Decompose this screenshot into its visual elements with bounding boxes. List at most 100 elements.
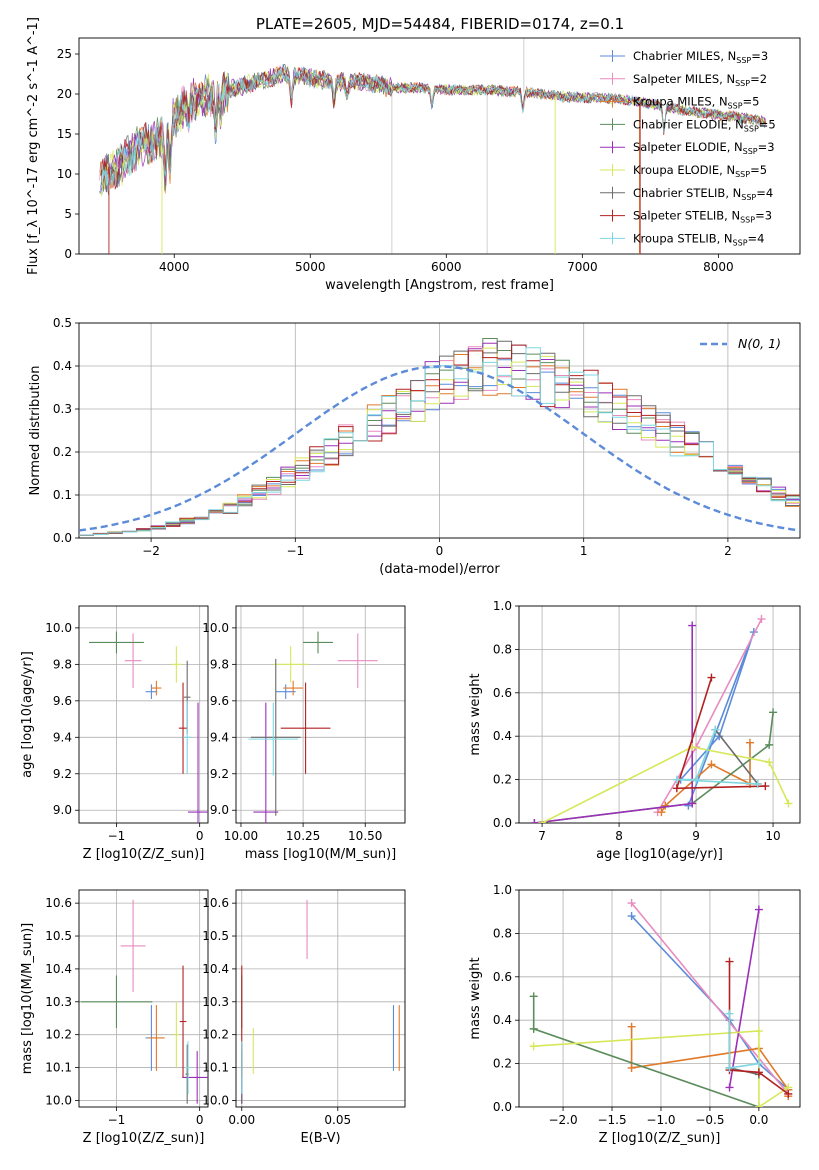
- x-tick-label: −0.5: [695, 1113, 724, 1127]
- legend-label: Chabrier MILES, NSSP=3: [633, 49, 768, 65]
- y-axis-label: Normed distribution: [28, 366, 43, 496]
- y-tick-label: 10.0: [202, 1093, 229, 1107]
- x-tick-label: 8: [615, 829, 623, 843]
- axes-frame: [518, 889, 801, 1108]
- y-tick-label: 9.0: [210, 803, 229, 817]
- errorbar-point: [188, 702, 208, 823]
- legend-nssp: 3: [767, 140, 774, 154]
- y-tick-label: 0.8: [493, 926, 512, 940]
- axes-frame: [78, 889, 209, 1108]
- errorbar-point: [178, 682, 188, 774]
- weight-vs-age-panel: 7 8 9 10 0.0 0.2 0.4 0.6 0.8 1.0 age [log10(age/yr…: [468, 599, 801, 862]
- weight-series: [530, 615, 793, 823]
- legend-label: Salpeter MILES, NSSP=2: [633, 72, 767, 88]
- x-tick-label: 10: [765, 829, 780, 843]
- weight-marker: [725, 957, 734, 966]
- errorbars: [88, 631, 208, 823]
- legend-label: Kroupa STELIB, NSSP=4: [633, 231, 765, 247]
- y-tick-label: 10.1: [202, 1061, 229, 1075]
- errorbar-point: [124, 633, 142, 689]
- errorbar-point: [253, 702, 279, 823]
- y-tick-label: 25: [57, 47, 72, 61]
- y-tick-label: 0.0: [493, 816, 512, 830]
- weight-marker: [529, 1024, 538, 1033]
- errorbar-point: [248, 702, 299, 776]
- weight-marker: [725, 1063, 734, 1072]
- legend-label: Salpeter ELODIE, NSSP=3: [633, 140, 775, 156]
- weight-marker: [688, 621, 697, 630]
- errorbar-point: [179, 965, 187, 1078]
- x-tick-label: −1: [108, 829, 126, 843]
- errorbar-point: [303, 631, 333, 654]
- errorbar-point: [280, 682, 331, 774]
- x-axis-label: Z [log10(Z/Z_sun)]: [83, 1131, 205, 1146]
- legend-equals: =: [758, 140, 768, 154]
- y-tick-label: 0.0: [53, 531, 72, 545]
- y-tick-label: 10.0: [45, 1093, 72, 1107]
- x-tick-label: 7000: [567, 260, 598, 274]
- spectrum-lines: [99, 38, 767, 254]
- weight-marker: [529, 1042, 538, 1051]
- weight-marker: [529, 992, 538, 1001]
- weight-marker: [725, 1083, 734, 1092]
- y-tick-label: 9.4: [53, 730, 72, 744]
- weight-marker: [725, 1009, 734, 1018]
- weight-line: [541, 746, 790, 823]
- weight-marker: [754, 905, 763, 914]
- legend-nssp: 3: [761, 49, 768, 63]
- y-tick-label: 20: [57, 87, 72, 101]
- errorbar-point: [337, 633, 378, 689]
- weight-marker: [753, 779, 762, 788]
- y-tick-label: 0.8: [493, 642, 512, 656]
- legend-subscript: SSP: [733, 238, 748, 247]
- legend-label-text: Chabrier MILES, N: [633, 49, 736, 63]
- y-axis-label: age [log10(age/yr)]: [20, 651, 35, 778]
- y-tick-label: 0.4: [493, 729, 512, 743]
- x-tick-label: 8000: [703, 260, 734, 274]
- spectrum-line: [101, 66, 767, 191]
- weight-marker: [692, 775, 701, 784]
- weight-marker: [754, 1068, 763, 1077]
- legend-subscript: SSP: [740, 216, 755, 225]
- age-vs-metallicity-panel: −1 0 9.0 9.2 9.4 9.6 9.8 10.0 Z [log10(Z/Z_sun)]…: [20, 605, 209, 862]
- x-tick-label: 10.50: [348, 829, 382, 843]
- legend-label-text: Salpeter MILES, N: [633, 72, 735, 86]
- x-tick-label: −2: [142, 544, 160, 558]
- y-tick-label: 9.2: [210, 767, 229, 781]
- x-tick-label: 2: [724, 544, 732, 558]
- histograms: [79, 338, 800, 536]
- x-tick-label: −1.0: [646, 1113, 675, 1127]
- y-tick-label: 10.4: [202, 962, 229, 976]
- legend-label-text: Kroupa ELODIE, N: [633, 163, 735, 177]
- weight-marker: [784, 1089, 793, 1098]
- y-tick-label: 10: [57, 167, 72, 181]
- weight-line: [630, 902, 789, 1095]
- legend-label: Kroupa ELODIE, NSSP=5: [633, 163, 767, 179]
- weight-marker: [672, 784, 681, 793]
- legend-subscript: SSP: [735, 79, 750, 88]
- y-tick-label: 10.3: [202, 995, 229, 1009]
- x-tick-label: 1: [580, 544, 588, 558]
- errorbar-point: [80, 975, 153, 1029]
- y-axis-label: Flux [f_λ 10^-17 erg cm^-2 s^-1 A^-1]: [26, 17, 41, 275]
- normal-reference-curve: [79, 365, 800, 532]
- y-tick-label: 0.4: [53, 359, 72, 373]
- age-vs-mass-panel: 10.00 10.25 10.50 9.0 9.2 9.4 9.6 9.8 10.0 mass […: [202, 605, 406, 862]
- y-tick-label: 10.1: [45, 1061, 72, 1075]
- x-tick-label: 0.05: [324, 1113, 351, 1127]
- x-axis-label: age [log10(age/yr)]: [596, 847, 723, 862]
- x-tick-label: 0.00: [228, 1113, 255, 1127]
- legend-nssp: 3: [765, 209, 772, 223]
- x-tick-label: −1: [108, 1113, 126, 1127]
- weight-marker: [657, 808, 666, 817]
- x-tick-label: 0: [436, 544, 444, 558]
- x-tick-label: 4000: [159, 260, 190, 274]
- legend-equals: =: [755, 209, 765, 223]
- weight-line: [680, 631, 755, 806]
- weight-marker: [688, 799, 697, 808]
- legend-label-text: Chabrier ELODIE, N: [633, 117, 744, 131]
- weight-marker: [627, 912, 636, 921]
- errorbars: [241, 899, 400, 1104]
- errorbar-point: [185, 1041, 191, 1094]
- legend-subscript: SSP: [728, 102, 743, 111]
